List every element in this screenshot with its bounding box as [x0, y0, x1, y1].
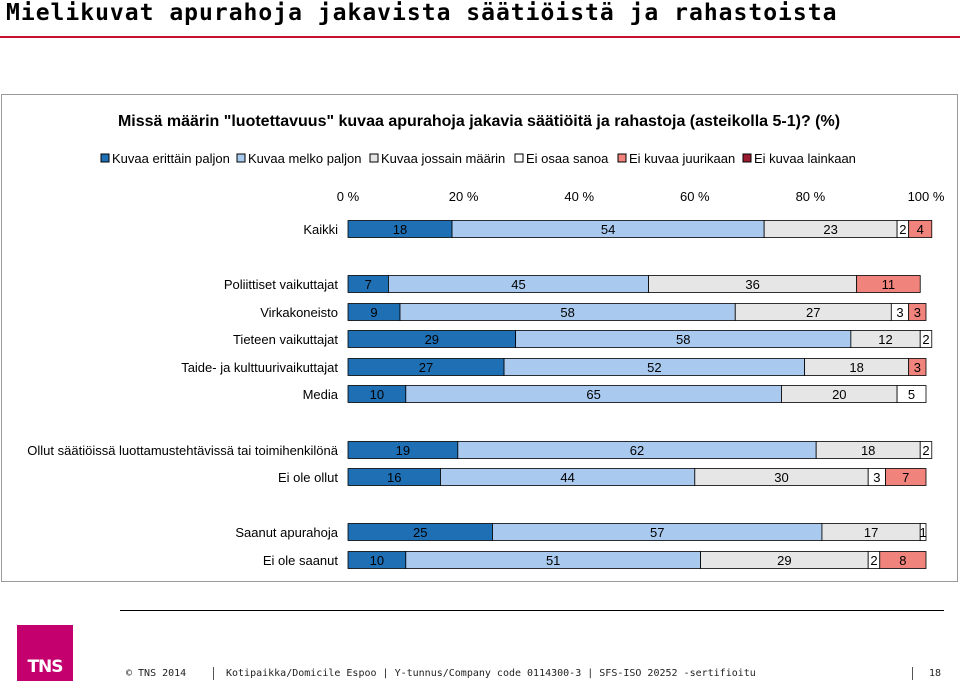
- data-label: 10: [370, 553, 384, 568]
- x-tick-label: 0 %: [337, 189, 360, 204]
- category-label: Media: [303, 387, 339, 402]
- data-label: 18: [849, 360, 863, 375]
- data-label: 62: [630, 443, 644, 458]
- data-label: 2: [899, 222, 906, 237]
- category-label: Ollut säätiöissä luottamustehtävissä tai…: [27, 443, 338, 458]
- legend-swatch: [617, 153, 627, 163]
- data-label: 9: [370, 305, 377, 320]
- bar-segment: [919, 330, 933, 348]
- data-label: 36: [745, 277, 759, 292]
- category-label: Virkakoneisto: [260, 305, 338, 320]
- data-label: 25: [413, 525, 427, 540]
- footer-separator: [213, 667, 214, 680]
- footer-separator: [912, 667, 913, 680]
- category-label: Poliittiset vaikuttajat: [224, 277, 339, 292]
- data-label: 16: [387, 470, 401, 485]
- data-label: 45: [511, 277, 525, 292]
- x-tick-label: 20 %: [449, 189, 479, 204]
- data-label: 11: [882, 277, 896, 292]
- category-label: Ei ole ollut: [278, 470, 338, 485]
- data-label: 8: [899, 553, 906, 568]
- bar-segment: [919, 441, 933, 459]
- data-label: 7: [365, 277, 372, 292]
- category-label: Taide- ja kulttuurivaikuttajat: [181, 360, 338, 375]
- data-label: 27: [806, 305, 820, 320]
- bar-segment: [919, 523, 927, 541]
- legend-swatch: [369, 153, 379, 163]
- x-tick-label: 40 %: [564, 189, 594, 204]
- footer-divider: [120, 610, 944, 611]
- chart-title: Missä määrin "luotettavuus" kuvaa apurah…: [118, 113, 840, 130]
- chart-panel: Missä määrin "luotettavuus" kuvaa apurah…: [1, 94, 958, 582]
- bar-segment: [885, 468, 927, 486]
- data-label: 58: [560, 305, 574, 320]
- legend-swatch: [236, 153, 246, 163]
- data-label: 58: [676, 332, 690, 347]
- tns-logo: TNS: [17, 625, 73, 681]
- data-label: 29: [425, 332, 439, 347]
- legend-label: Kuvaa melko paljon: [248, 151, 361, 166]
- bar-segment: [896, 385, 927, 403]
- logo-text: TNS: [27, 657, 63, 677]
- data-label: 2: [922, 332, 929, 347]
- data-label: 27: [419, 360, 433, 375]
- title-divider: [0, 36, 960, 38]
- stacked-bar-chart: Missä määrin "luotettavuus" kuvaa apurah…: [27, 113, 945, 569]
- data-label: 18: [393, 222, 407, 237]
- data-label: 5: [908, 387, 915, 402]
- data-label: 7: [902, 470, 909, 485]
- data-label: 20: [832, 387, 846, 402]
- data-label: 10: [370, 387, 384, 402]
- legend-label: Ei osaa sanoa: [526, 151, 609, 166]
- data-label: 23: [823, 222, 837, 237]
- bar-segment: [908, 220, 933, 238]
- footer-copyright: © TNS 2014: [126, 668, 187, 679]
- bar-segment: [908, 358, 927, 376]
- category-label: Tieteen vaikuttajat: [233, 332, 338, 347]
- data-label: 17: [864, 525, 878, 540]
- data-label: 52: [647, 360, 661, 375]
- data-label: 3: [914, 305, 921, 320]
- x-tick-label: 60 %: [680, 189, 710, 204]
- data-label: 18: [861, 443, 875, 458]
- bar-segment: [908, 303, 927, 321]
- data-label: 3: [873, 470, 880, 485]
- legend-label: Kuvaa erittäin paljon: [112, 151, 230, 166]
- legend-swatch: [742, 153, 752, 163]
- page-title: Mielikuvat apurahoja jakavista säätiöist…: [6, 0, 838, 26]
- data-label: 3: [896, 305, 903, 320]
- footer-address: Kotipaikka/Domicile Espoo | Y-tunnus/Com…: [226, 668, 756, 679]
- data-label: 2: [870, 553, 877, 568]
- x-tick-label: 100 %: [908, 189, 945, 204]
- legend-swatch: [100, 153, 110, 163]
- category-label: Saanut apurahoja: [235, 525, 338, 540]
- page-number: 18: [929, 668, 942, 679]
- legend-swatch: [514, 153, 524, 163]
- data-label: 29: [777, 553, 791, 568]
- data-label: 3: [914, 360, 921, 375]
- category-label: Kaikki: [303, 222, 338, 237]
- data-label: 12: [878, 332, 892, 347]
- data-label: 65: [586, 387, 600, 402]
- legend-label: Ei kuvaa juurikaan: [629, 151, 735, 166]
- bar-segment: [856, 275, 921, 293]
- data-label: 54: [601, 222, 615, 237]
- data-label: 4: [917, 222, 924, 237]
- data-label: 57: [650, 525, 664, 540]
- legend-label: Kuvaa jossain määrin: [381, 151, 505, 166]
- data-label: 1: [919, 525, 926, 540]
- data-label: 51: [546, 553, 560, 568]
- x-tick-label: 80 %: [796, 189, 826, 204]
- bar-segment: [879, 551, 927, 569]
- data-label: 44: [560, 470, 574, 485]
- category-label: Ei ole saanut: [263, 553, 339, 568]
- data-label: 30: [774, 470, 788, 485]
- data-label: 19: [396, 443, 410, 458]
- legend-label: Ei kuvaa lainkaan: [754, 151, 856, 166]
- data-label: 2: [922, 443, 929, 458]
